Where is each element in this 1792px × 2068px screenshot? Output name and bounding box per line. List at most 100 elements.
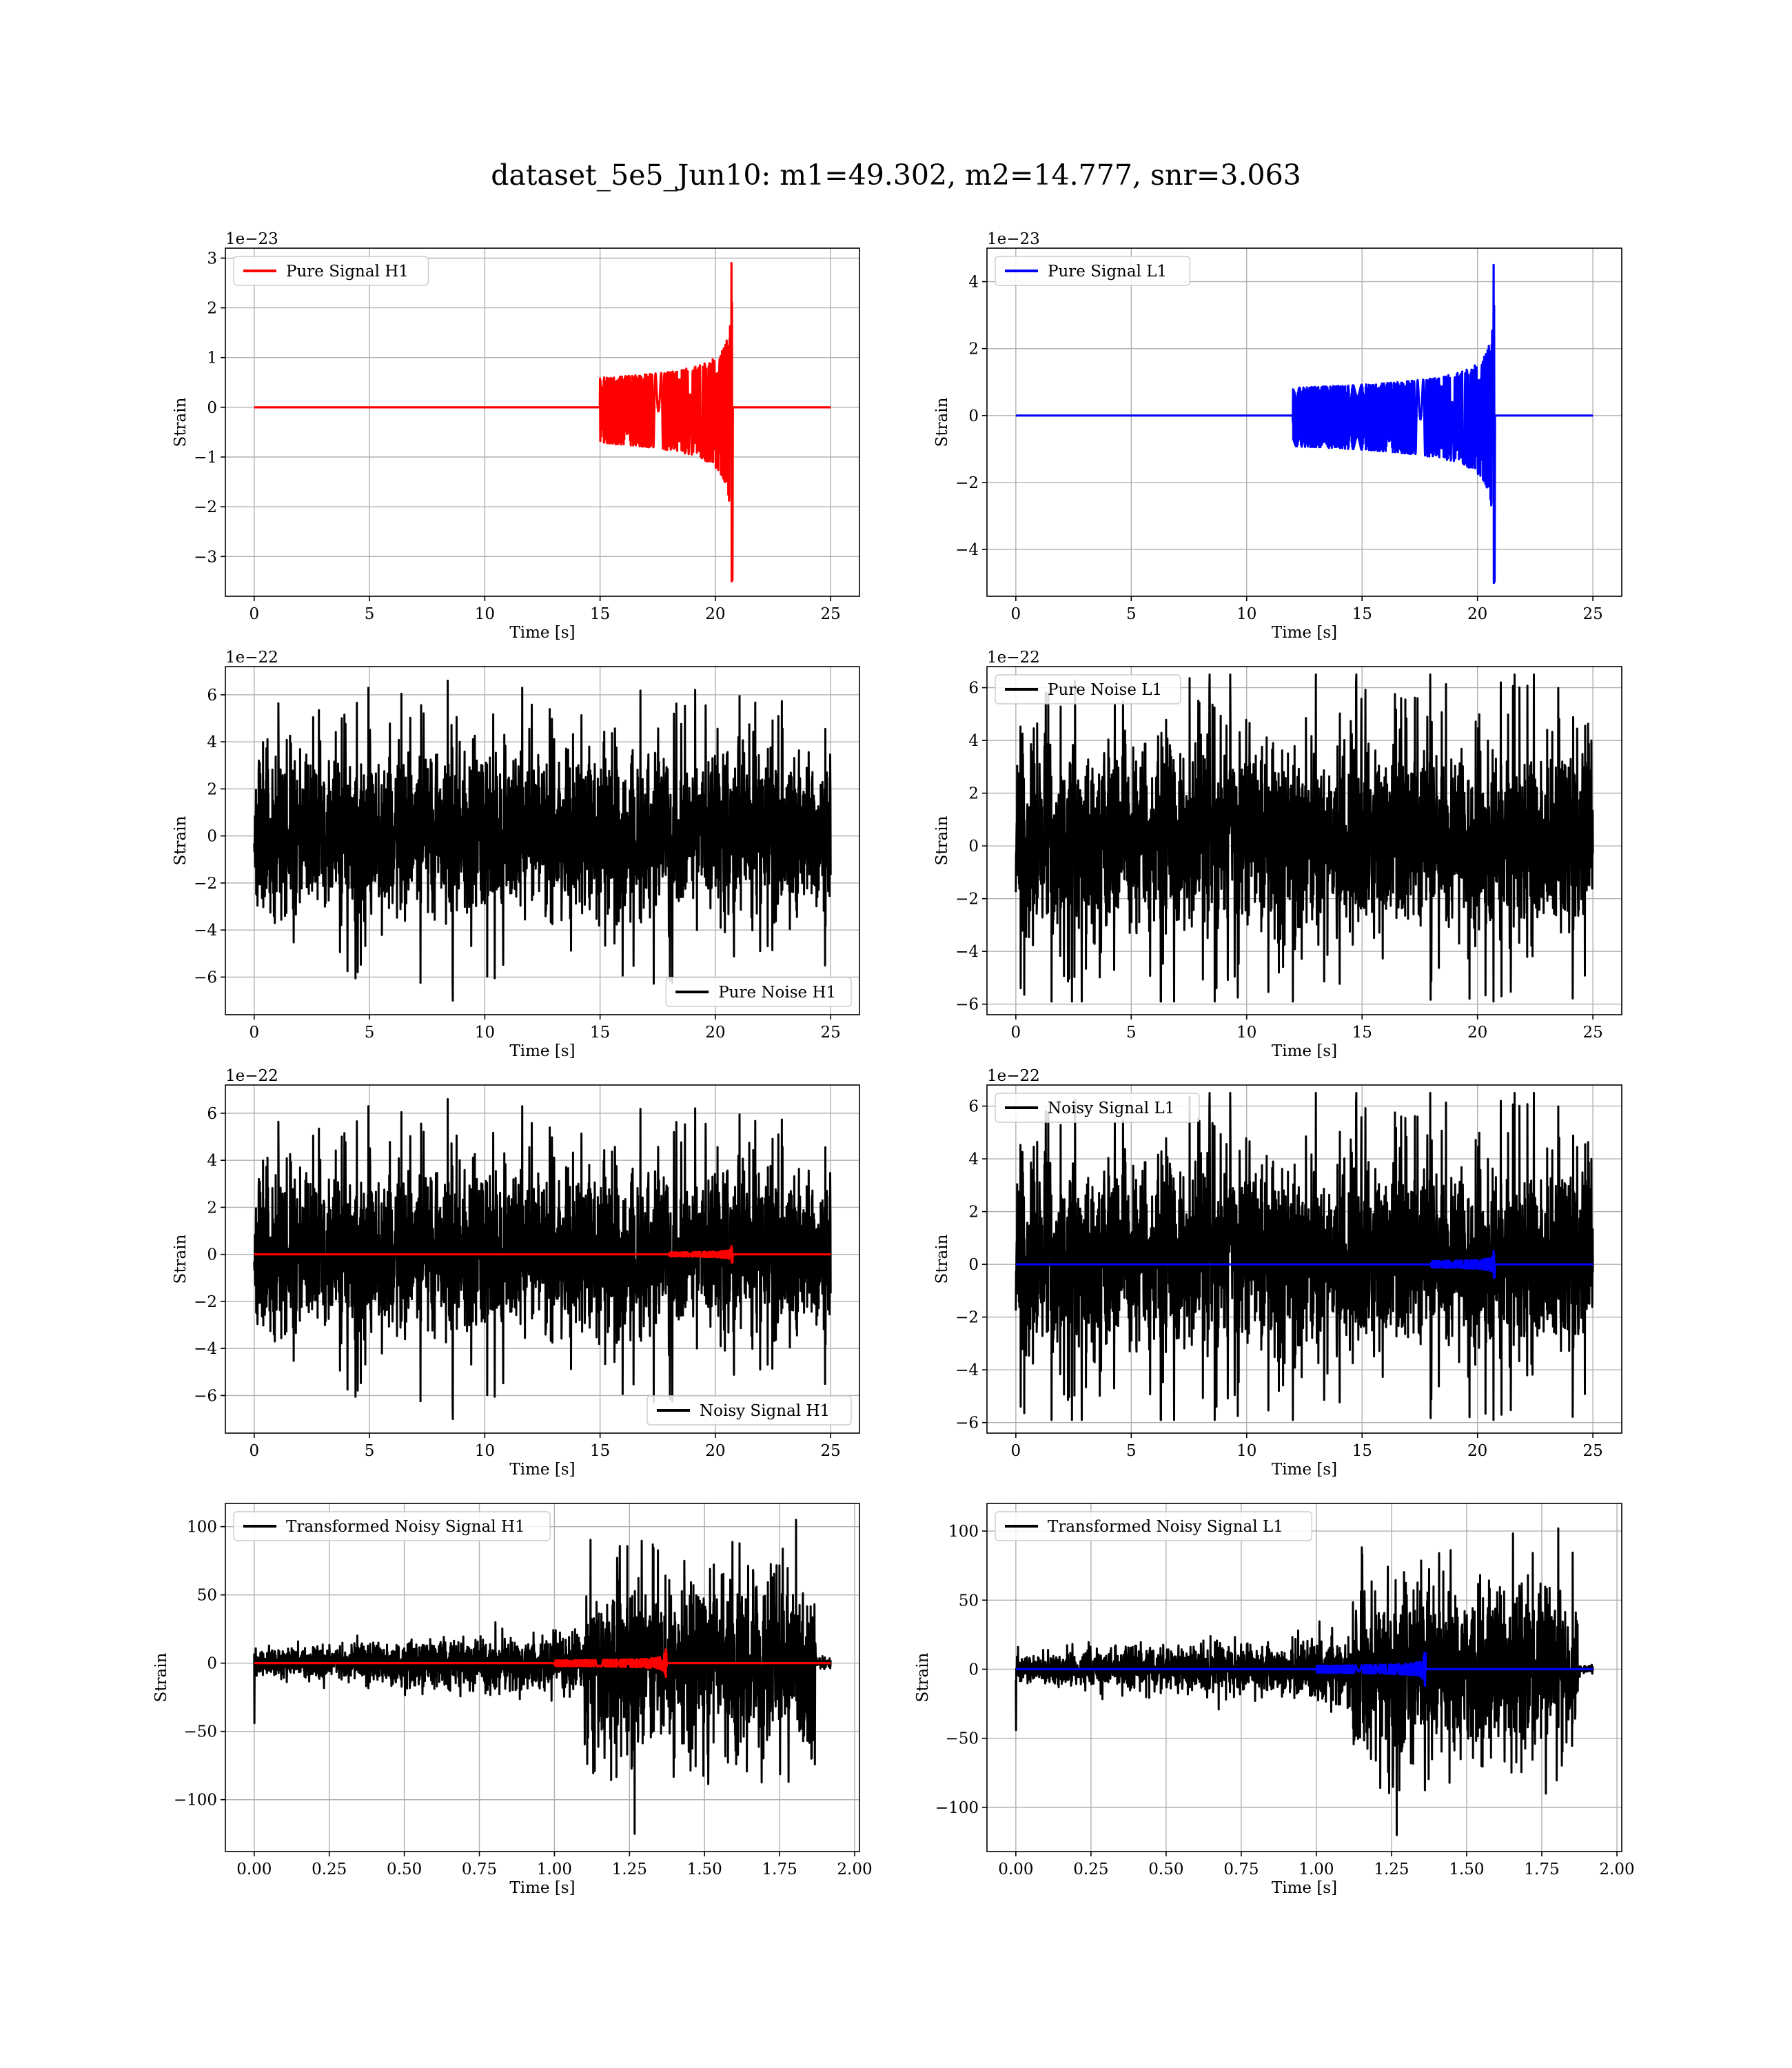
x-tick-label: 0.25 — [312, 1861, 347, 1878]
y-tick-label: 4 — [968, 274, 979, 292]
x-axis-label: Time [s] — [1272, 1879, 1337, 1897]
x-tick-label: 0 — [1011, 605, 1021, 623]
y-axis-label: Strain — [933, 397, 951, 447]
y-axis-label: Strain — [933, 815, 951, 865]
legend-label: Noisy Signal H1 — [700, 1402, 830, 1420]
legend-label: Pure Signal L1 — [1048, 263, 1167, 281]
y-offset-text: 1e−23 — [987, 230, 1040, 248]
subplot-noisy-signal-l1: 0 5 10 15 20 25 −6 −4 −2 0 2 4 6 Time [s] Strain 1e−22 N… — [933, 1067, 1622, 1479]
y-tick-label: 4 — [207, 1152, 217, 1170]
x-tick-label: 1.50 — [687, 1861, 722, 1878]
y-tick-label: −6 — [194, 969, 217, 986]
y-tick-label: 0 — [968, 838, 979, 855]
y-tick-label: 100 — [948, 1523, 979, 1541]
x-tick-label: 20 — [705, 1442, 725, 1460]
y-axis-label: Strain — [914, 1652, 932, 1702]
x-tick-label: 2.00 — [837, 1861, 872, 1878]
axes-frame — [225, 1084, 860, 1434]
y-tick-label: −4 — [194, 922, 217, 940]
y-tick-label: −2 — [955, 1309, 979, 1327]
x-tick-label: 15 — [1352, 1442, 1372, 1460]
y-tick-label: 0 — [207, 1655, 217, 1673]
y-tick-label: 100 — [187, 1519, 217, 1537]
x-axis-label: Time [s] — [1272, 624, 1337, 642]
y-tick-label: 50 — [959, 1592, 979, 1610]
x-tick-label: 0 — [249, 605, 259, 623]
y-axis-label: Strain — [172, 1234, 190, 1284]
legend: Transformed Noisy Signal H1 — [233, 1511, 551, 1541]
x-tick-label: 0.00 — [998, 1861, 1033, 1878]
legend-box — [995, 1093, 1200, 1123]
y-tick-label: 6 — [968, 680, 979, 698]
y-tick-label: 2 — [968, 1204, 979, 1221]
y-tick-label: 6 — [207, 1105, 217, 1123]
y-axis-label: Strain — [172, 397, 190, 447]
y-tick-label: −2 — [955, 474, 979, 492]
x-tick-label: 5 — [1126, 1024, 1137, 1042]
y-tick-label: 0 — [968, 1661, 979, 1679]
x-tick-label: 1.00 — [537, 1861, 572, 1878]
x-tick-label: 15 — [590, 1024, 610, 1042]
x-tick-label: 20 — [1467, 605, 1487, 623]
y-tick-label: 2 — [968, 785, 979, 803]
series-line-transformed-h1-overlay-1 — [253, 1648, 832, 1679]
legend-box — [995, 256, 1191, 286]
legend-label: Transformed Noisy Signal H1 — [286, 1518, 525, 1536]
x-tick-label: 0 — [249, 1024, 259, 1042]
x-tick-label: 15 — [1352, 1024, 1372, 1042]
y-tick-label: 50 — [197, 1587, 217, 1605]
plot-area — [253, 680, 832, 1002]
legend-box — [233, 256, 429, 286]
y-tick-label: −6 — [955, 1415, 979, 1432]
x-tick-label: 5 — [365, 1024, 375, 1042]
y-tick-label: −4 — [955, 943, 979, 961]
x-tick-label: 20 — [705, 1024, 725, 1042]
x-tick-label: 1.75 — [1524, 1861, 1559, 1878]
axes-frame — [986, 666, 1622, 1015]
y-offset-text: 1e−22 — [225, 649, 278, 667]
axes-frame — [225, 1503, 860, 1852]
legend: Pure Signal L1 — [995, 256, 1191, 286]
axes-frame — [225, 666, 860, 1015]
y-tick-label: 4 — [968, 732, 979, 750]
x-axis-label: Time [s] — [1272, 1042, 1337, 1060]
series-line-transformed-l1-overlay-1 — [1015, 1651, 1594, 1687]
x-tick-label: 25 — [1582, 1442, 1602, 1460]
x-tick-label: 1.25 — [1374, 1861, 1409, 1878]
y-tick-label: −2 — [194, 875, 217, 893]
x-tick-label: 5 — [365, 1442, 375, 1460]
x-tick-label: 5 — [1126, 605, 1137, 623]
x-tick-label: 25 — [821, 1024, 841, 1042]
x-axis-label: Time [s] — [509, 1042, 575, 1060]
y-tick-label: 0 — [207, 828, 217, 846]
legend: Transformed Noisy Signal L1 — [995, 1511, 1312, 1541]
legend: Pure Signal H1 — [233, 256, 429, 286]
y-tick-label: −4 — [955, 1361, 979, 1379]
x-tick-label: 1.25 — [612, 1861, 647, 1878]
y-tick-label: 4 — [207, 733, 217, 751]
y-offset-text: 1e−22 — [987, 649, 1040, 667]
legend: Noisy Signal L1 — [995, 1093, 1200, 1123]
x-tick-label: 10 — [1236, 1024, 1256, 1042]
y-tick-label: 2 — [968, 341, 979, 358]
x-tick-label: 1.00 — [1299, 1861, 1334, 1878]
y-tick-label: −3 — [194, 548, 217, 566]
plot-area — [1015, 1092, 1594, 1421]
y-tick-label: −6 — [194, 1387, 217, 1405]
y-tick-label: 2 — [207, 1199, 217, 1217]
axes-frame — [986, 1084, 1622, 1434]
series-line-pure-noise-h1 — [253, 680, 832, 1002]
x-tick-label: 0.75 — [1223, 1861, 1259, 1878]
axes-frame — [986, 247, 1622, 597]
x-tick-label: 25 — [1582, 1024, 1602, 1042]
subplot-pure-noise-l1: 0 5 10 15 20 25 −6 −4 −2 0 2 4 6 Time [s] Strain 1e−22 P… — [933, 649, 1622, 1060]
x-tick-label: 0.50 — [1148, 1861, 1183, 1878]
x-tick-label: 25 — [1582, 605, 1602, 623]
subplot-pure-signal-h1: 0 5 10 15 20 25 −3 −2 −1 0 1 2 3 Time [s] Strain 1e−23 P… — [172, 230, 860, 642]
x-tick-label: 5 — [1126, 1442, 1137, 1460]
y-tick-label: −100 — [935, 1799, 979, 1817]
x-tick-label: 15 — [1352, 605, 1372, 623]
legend-label: Pure Noise H1 — [718, 984, 836, 1002]
